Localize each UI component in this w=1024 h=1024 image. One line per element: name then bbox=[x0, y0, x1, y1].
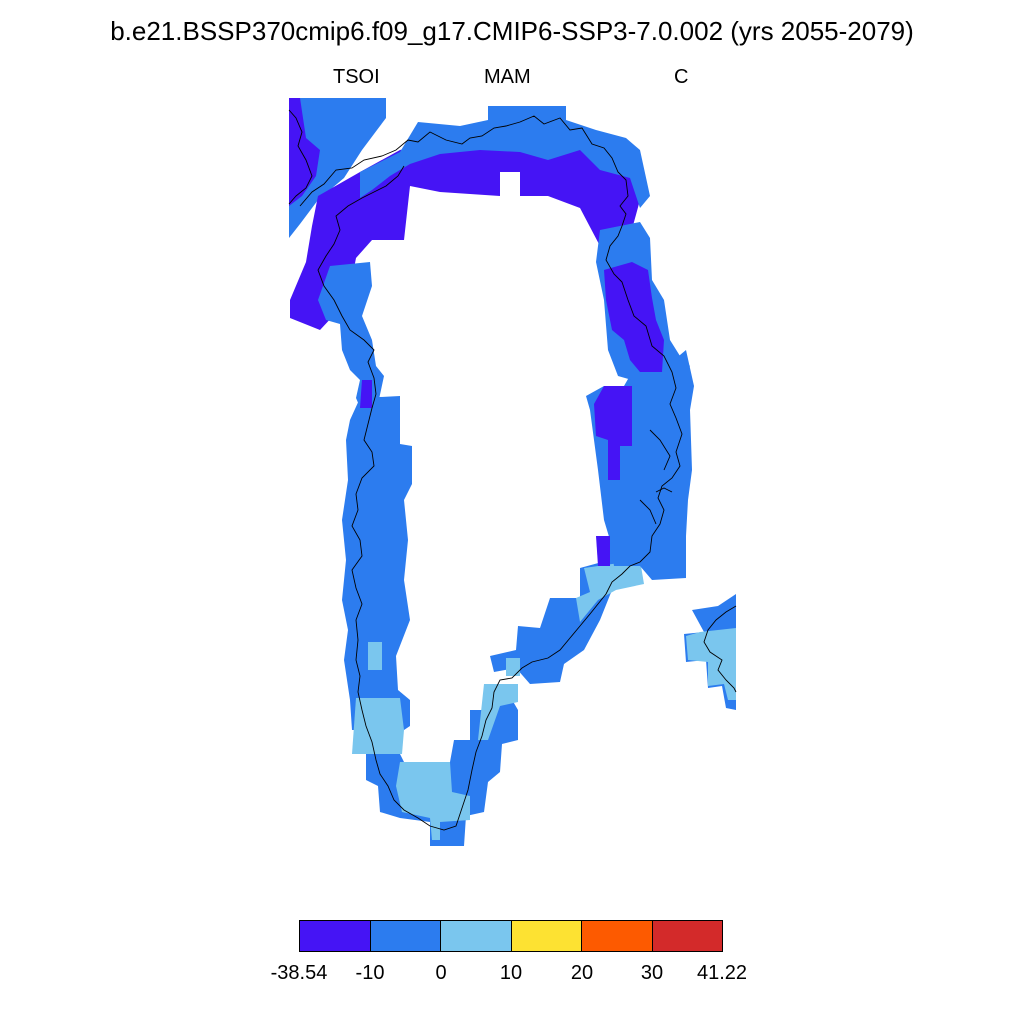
east-coast-dark-cells bbox=[594, 386, 632, 480]
colorbar-label: 20 bbox=[570, 962, 594, 984]
north-rim-cells bbox=[360, 106, 650, 208]
colorbar bbox=[299, 920, 723, 952]
colorbar-bin-5 bbox=[581, 920, 653, 952]
colorbar-label: 30 bbox=[640, 962, 664, 984]
colorbar-label: 0 bbox=[435, 962, 447, 984]
west-coast-light-cell bbox=[368, 642, 382, 670]
units-label: C bbox=[674, 66, 689, 88]
season-label: MAM bbox=[484, 66, 531, 88]
colorbar-bin-1 bbox=[299, 920, 371, 952]
iceland-light-cells bbox=[686, 628, 736, 700]
west-coast-dark-cell bbox=[360, 380, 372, 408]
west-coast-cells bbox=[342, 396, 412, 730]
colorbar-label: -38.54 bbox=[270, 962, 328, 984]
colorbar-label: 10 bbox=[499, 962, 523, 984]
colorbar-bin-2 bbox=[369, 920, 441, 952]
ellesmere-coastline bbox=[288, 109, 313, 205]
northeast-coast-dark-cells bbox=[604, 262, 664, 372]
southeast-light-cell-2 bbox=[506, 658, 520, 676]
colorbar-bin-4 bbox=[510, 920, 582, 952]
east-fjord-lines bbox=[639, 429, 673, 525]
southeast-light-cells bbox=[576, 560, 644, 622]
south-tip-cells bbox=[396, 762, 470, 840]
ellesmere-cells bbox=[289, 98, 386, 238]
colorbar-label: 41.22 bbox=[696, 962, 748, 984]
iceland-coastline bbox=[703, 605, 737, 693]
colorbar-bin-3 bbox=[440, 920, 512, 952]
colorbar-bin-6 bbox=[651, 920, 723, 952]
southwest-coast-cells bbox=[352, 698, 404, 754]
colorbar-labels: -38.54 -10 0 10 20 30 41.22 bbox=[0, 962, 1024, 992]
south-tip-light-strip bbox=[478, 684, 518, 740]
southeast-coast-cells bbox=[490, 536, 616, 684]
land-cells bbox=[289, 98, 736, 846]
east-coast-dark-cell-2 bbox=[596, 536, 610, 566]
plot-title: b.e21.BSSP370cmip6.f09_g17.CMIP6-SSP3-7.… bbox=[110, 16, 914, 46]
northwest-coast-cells bbox=[318, 262, 384, 412]
coastline bbox=[288, 109, 737, 831]
greenland-coastline bbox=[299, 115, 683, 831]
variable-label: TSOI bbox=[333, 66, 380, 88]
ellesmere-dark-cells bbox=[289, 98, 320, 206]
colorbar-label: -10 bbox=[355, 962, 385, 984]
